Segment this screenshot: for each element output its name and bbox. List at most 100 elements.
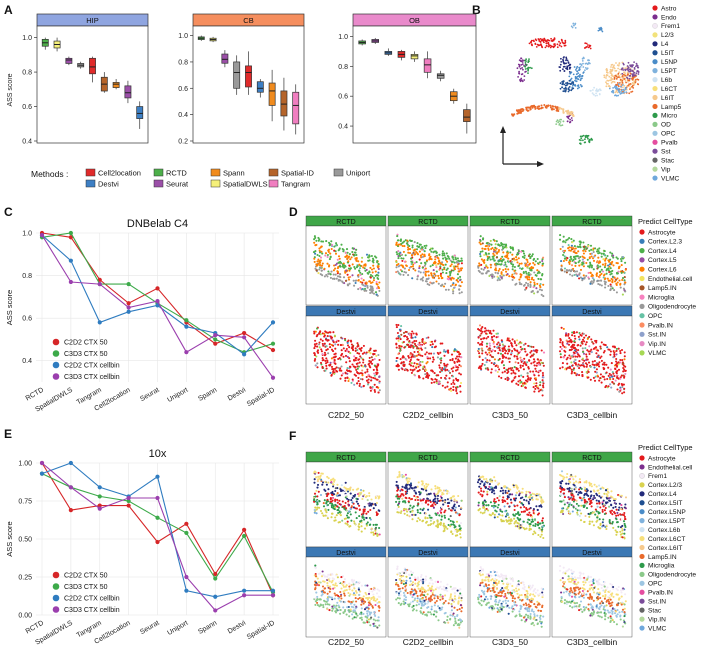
d-cell	[373, 358, 376, 361]
d-cell	[573, 340, 576, 343]
d-cell	[402, 361, 405, 364]
f-cell	[363, 518, 366, 521]
d-cell	[615, 365, 619, 368]
d-cell	[431, 360, 434, 363]
d-cell	[561, 342, 564, 345]
d-cell	[589, 244, 593, 247]
umap-point	[605, 68, 608, 71]
f-cell	[355, 488, 358, 491]
facet-title-0: HIP	[86, 16, 99, 25]
c-point	[126, 301, 131, 306]
f-cell	[362, 612, 365, 615]
umap-point	[631, 90, 634, 93]
umap-point	[551, 39, 554, 42]
d-cell	[435, 264, 438, 267]
f-cell	[360, 519, 363, 522]
d-cell	[529, 377, 532, 380]
d-cell	[357, 358, 360, 361]
d-cell	[522, 284, 526, 287]
d-cell	[482, 259, 485, 263]
f-cell	[366, 521, 369, 524]
d-cell	[378, 389, 381, 392]
d-cell	[365, 282, 368, 285]
umap-point	[579, 84, 582, 86]
d-cell	[450, 260, 454, 263]
d-cell	[437, 380, 440, 383]
f-cell	[366, 606, 369, 609]
f-cell	[348, 594, 351, 597]
d-cell	[484, 351, 487, 354]
d-cell	[317, 239, 320, 242]
d-cell	[513, 340, 516, 343]
d-cell	[316, 345, 319, 348]
d-cell	[440, 376, 443, 379]
umap-point	[561, 86, 564, 89]
d-cell	[364, 365, 367, 368]
d-cell	[378, 358, 381, 362]
d-legend-label: Cortex.L4	[648, 248, 677, 255]
d-cell	[456, 378, 459, 382]
e-y-tick: 0.00	[18, 613, 32, 620]
d-cell	[451, 357, 454, 361]
d-cell	[443, 254, 446, 257]
d-cell	[512, 369, 515, 372]
f-cell	[347, 605, 350, 609]
f-cell	[326, 517, 329, 520]
d-cell	[599, 270, 602, 273]
d-cell	[433, 346, 436, 349]
d-cell	[479, 334, 482, 337]
f-cell	[313, 508, 316, 512]
d-cell	[458, 292, 461, 295]
d-cell	[528, 276, 531, 279]
d-cell	[559, 367, 562, 370]
d-cell	[605, 269, 608, 272]
c-point	[126, 309, 131, 314]
d-cell	[559, 234, 562, 237]
d-cell	[563, 249, 567, 252]
d-cell	[353, 383, 356, 386]
umap-point	[540, 44, 543, 47]
d-cell	[330, 270, 333, 273]
d-cell	[577, 245, 580, 249]
facet-title-2: OB	[409, 16, 420, 25]
d-cell	[570, 368, 573, 371]
d-cell	[611, 280, 614, 283]
legend-dot-b	[652, 166, 658, 172]
umap-point	[585, 62, 588, 65]
d-cell	[402, 331, 406, 334]
d-cell	[534, 387, 537, 390]
box-seurat	[221, 53, 229, 64]
d-cell	[321, 357, 324, 360]
f-cell	[336, 483, 339, 486]
d-cell	[562, 356, 565, 359]
d-cell	[511, 246, 514, 249]
f-cell	[362, 508, 365, 511]
umap-point	[613, 76, 616, 79]
d-legend-dot	[639, 350, 645, 356]
d-cell	[578, 374, 581, 377]
f-cell	[376, 598, 379, 601]
d-cell	[332, 273, 335, 276]
d-cell	[431, 343, 434, 346]
d-cell	[526, 258, 529, 262]
d-cell	[321, 240, 325, 243]
f-cell	[340, 576, 343, 579]
umap-point	[580, 139, 582, 142]
d-cell	[371, 281, 374, 284]
d-cell	[523, 357, 526, 360]
d-cell	[485, 329, 488, 332]
umap-point	[560, 57, 562, 60]
f-cell	[353, 609, 356, 612]
d-cell	[516, 357, 519, 360]
d-cell	[493, 250, 496, 253]
d-cell	[432, 358, 435, 361]
d-cell	[451, 370, 454, 373]
d-cell	[455, 389, 458, 392]
d-cell	[613, 374, 616, 378]
d-cell	[404, 271, 408, 274]
d-cell	[584, 347, 587, 350]
umap-point	[608, 87, 611, 90]
umap-point	[618, 91, 621, 94]
f-cell	[354, 594, 357, 597]
umap-point	[636, 78, 639, 81]
